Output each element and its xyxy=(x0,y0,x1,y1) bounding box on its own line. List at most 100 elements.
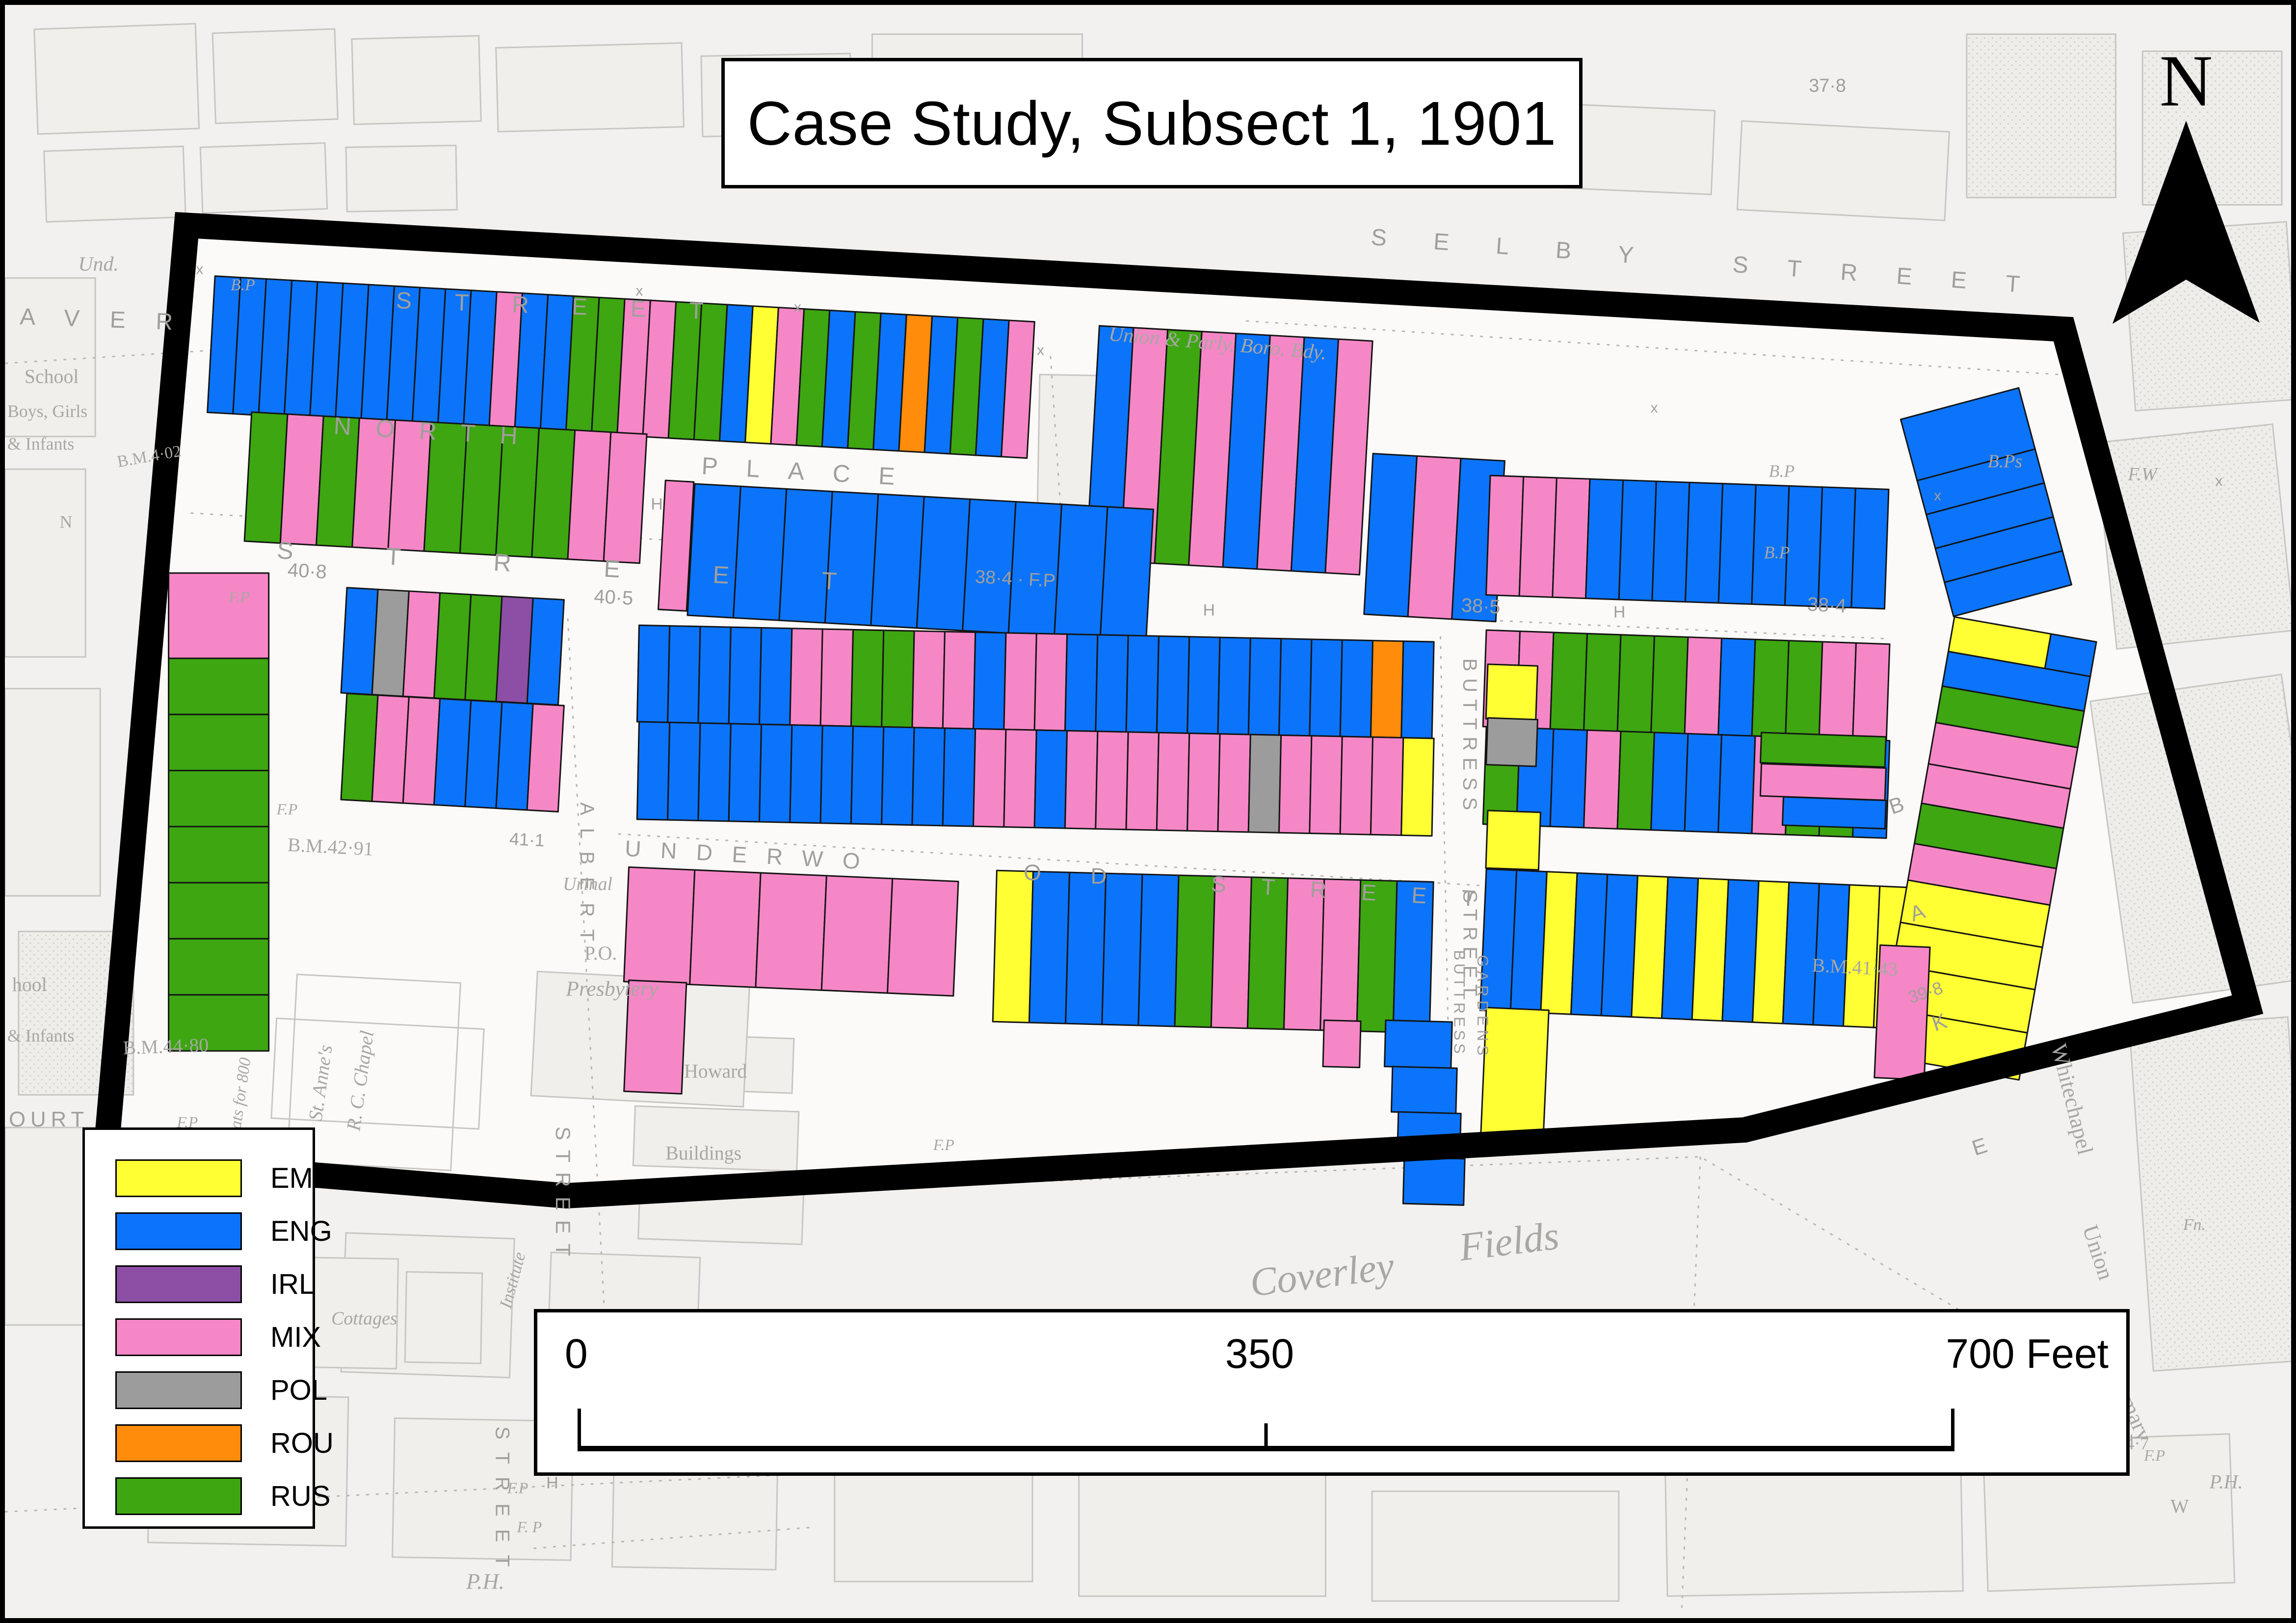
map-label: 40·8 xyxy=(287,559,327,583)
plot-eng xyxy=(667,625,701,724)
legend-swatch-rus xyxy=(115,1477,242,1515)
map-label: B.M.41·43 xyxy=(1812,954,1899,980)
map-title: Case Study, Subsect 1, 1901 xyxy=(747,88,1557,158)
legend-label: POL xyxy=(270,1374,328,1406)
plot-mix xyxy=(789,628,823,727)
map-label: F.P xyxy=(276,801,298,818)
plot-mix xyxy=(1095,731,1129,831)
street-dashed-line xyxy=(787,1156,2031,1353)
plot-rus xyxy=(1785,640,1823,739)
plot-mix xyxy=(1003,632,1037,731)
street-dashed-line xyxy=(1490,619,1890,640)
plot-overlay xyxy=(1390,1066,1458,1115)
legend-swatch-rou xyxy=(115,1424,242,1462)
map-label: BUTTRESS xyxy=(1459,658,1480,817)
plot-eng xyxy=(1125,634,1160,733)
legend-item-pol: POL xyxy=(115,1371,327,1409)
map-label: N xyxy=(60,512,73,532)
plot-pol xyxy=(1247,733,1282,834)
block-left-block-bottom xyxy=(340,692,565,812)
map-label: W xyxy=(2170,1495,2189,1517)
plot-mix xyxy=(1583,729,1622,830)
plot-eng xyxy=(881,726,915,826)
plot-mix xyxy=(1818,641,1857,740)
legend-item-empty: EMPTY xyxy=(115,1159,369,1197)
block-left-block-top xyxy=(340,587,565,706)
plot-mix xyxy=(1370,736,1404,836)
block-bottom-mid-block xyxy=(992,869,1434,1034)
building-outline xyxy=(5,468,86,658)
plot-overlay xyxy=(1402,1156,1466,1206)
map-label: H xyxy=(546,1474,558,1492)
plot-eng xyxy=(916,496,971,631)
plot-eng xyxy=(1944,550,2073,617)
block-row-b-far xyxy=(1485,474,1890,610)
plot-rus xyxy=(168,826,270,884)
legend-swatch-pol xyxy=(115,1371,242,1409)
legend-label: RUS xyxy=(270,1480,331,1512)
block-bottom-right-block xyxy=(1479,868,1911,1030)
street-dashed-line xyxy=(567,618,611,1414)
plot-rus xyxy=(1616,634,1656,733)
block-right-block-top xyxy=(1482,629,1891,742)
plot-eng xyxy=(758,723,793,823)
map-label: ALBERT xyxy=(576,802,598,954)
plot-eng xyxy=(973,631,1007,731)
plot-rus xyxy=(1616,731,1656,831)
map-label: STREET xyxy=(552,1126,575,1266)
plot-eng xyxy=(962,498,1017,634)
plot-eng xyxy=(1685,481,1724,604)
building-outline xyxy=(1966,33,2117,199)
legend: EMPTY ENG IRL MIX POL ROU RUS xyxy=(82,1127,369,1529)
map-label: 37·8 xyxy=(1809,76,1846,96)
plot-rus xyxy=(881,629,915,729)
building-outline xyxy=(5,277,96,438)
plot-mix xyxy=(623,979,687,1095)
street-dashed-line xyxy=(533,1526,812,1549)
map-label: x xyxy=(635,283,643,299)
plot-eng xyxy=(636,624,671,723)
building-outline xyxy=(1664,1461,1964,1597)
legend-swatch-empty xyxy=(115,1159,242,1197)
legend-label: EMPTY xyxy=(270,1162,369,1194)
plot-mix xyxy=(942,630,976,730)
plot-eng xyxy=(1549,728,1588,829)
plot-rus xyxy=(168,657,270,715)
plot-mix xyxy=(526,703,565,812)
scale-label-middle: 350 xyxy=(1225,1331,1294,1377)
plot-overlay xyxy=(1485,810,1541,871)
map-label: Cottages xyxy=(331,1309,397,1329)
plot-rus xyxy=(1751,638,1790,738)
map-label: 41·1 xyxy=(509,829,545,851)
plot-empty xyxy=(1485,810,1541,871)
building-outline xyxy=(1078,1466,1326,1597)
map-label: Urinal xyxy=(563,874,612,894)
plot-eng xyxy=(850,725,885,825)
legend-item-mix: MIX xyxy=(115,1318,321,1356)
plot-eng xyxy=(1137,873,1180,1027)
plot-eng xyxy=(1033,729,1068,829)
plot-eng xyxy=(870,493,925,629)
plot-rus xyxy=(1583,632,1622,732)
plot-eng xyxy=(1717,483,1757,605)
building-outline xyxy=(211,28,339,124)
plot-eng xyxy=(911,727,946,827)
plot-mix xyxy=(1324,338,1373,576)
map-label: BUTTRESS xyxy=(1451,950,1468,1056)
building-outline xyxy=(199,142,328,214)
building-outline xyxy=(1736,120,1950,221)
plot-mix xyxy=(1125,731,1160,831)
plot-mix xyxy=(1518,476,1557,598)
plot-mix xyxy=(1156,732,1190,832)
plot-mix xyxy=(973,728,1007,828)
map-label: F. P xyxy=(517,1518,542,1536)
map-label: D xyxy=(1091,864,1107,889)
map-label: Und. xyxy=(78,253,118,276)
block-row-a-tall-east xyxy=(1363,452,1505,623)
map-label: F.P xyxy=(507,1480,528,1497)
map-label: AVER xyxy=(19,304,203,336)
building-outline xyxy=(5,688,101,897)
plot-eng xyxy=(526,597,565,706)
plot-eng xyxy=(697,626,732,725)
